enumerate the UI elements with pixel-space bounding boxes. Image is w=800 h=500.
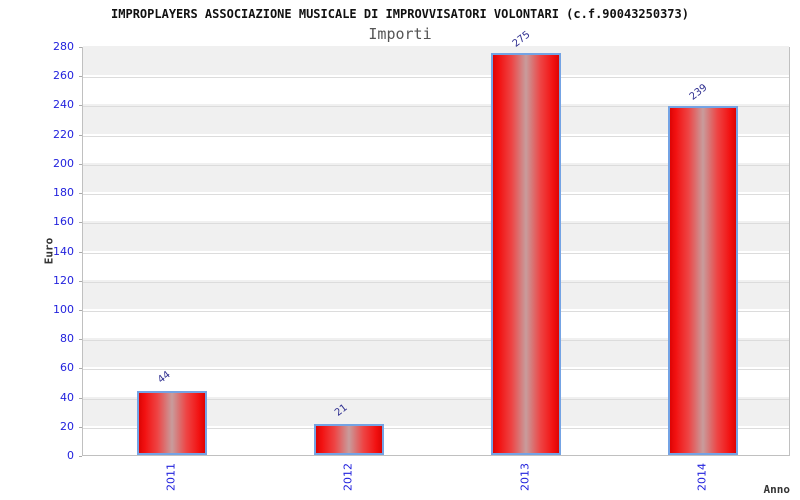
y-tick-label: 180	[53, 186, 74, 200]
y-tick-label: 120	[53, 273, 74, 287]
gridline	[83, 135, 789, 137]
y-tick-mark	[79, 134, 82, 136]
y-tick-label: 240	[53, 98, 74, 112]
x-tick-label: 2011	[164, 463, 177, 491]
bar	[313, 424, 384, 455]
grid-band	[83, 75, 789, 104]
bar	[136, 390, 207, 455]
chart-subtitle: Importi	[368, 25, 432, 43]
chart-title: IMPROPLAYERS ASSOCIAZIONE MUSICALE DI IM…	[111, 7, 689, 21]
y-tick-label: 80	[60, 332, 74, 346]
y-tick-mark	[79, 339, 82, 341]
x-tick-label: 2012	[341, 463, 354, 491]
y-tick-label: 280	[53, 40, 74, 53]
y-tick-label: 40	[60, 390, 74, 404]
y-tick-label: 220	[53, 127, 74, 141]
gridline	[83, 398, 789, 400]
y-tick-mark	[79, 105, 82, 107]
y-tick-mark	[79, 368, 82, 370]
y-tick-mark	[79, 397, 82, 399]
x-tick-label: 2013	[518, 463, 531, 491]
y-tick-label: 160	[53, 215, 74, 229]
gridline	[83, 340, 789, 342]
gridline	[83, 164, 789, 166]
gridline	[83, 427, 789, 429]
gridline	[83, 310, 789, 312]
gridline	[83, 281, 789, 283]
y-tick-label: 60	[60, 361, 74, 375]
y-tick-label: 140	[53, 244, 74, 258]
y-tick-mark	[79, 251, 82, 253]
y-tick-mark	[79, 309, 82, 311]
y-tick-label: 200	[53, 156, 74, 170]
gridline	[83, 252, 789, 254]
gridline	[83, 106, 789, 108]
bar	[490, 53, 561, 455]
x-tick-label: 2014	[695, 463, 708, 491]
gridline	[83, 77, 789, 79]
y-tick-mark	[79, 456, 82, 457]
y-tick-mark	[79, 426, 82, 428]
y-tick-mark	[79, 193, 82, 195]
gridline	[83, 223, 789, 225]
x-axis-title: Anno	[763, 483, 791, 496]
y-tick-mark	[79, 222, 82, 224]
y-tick-mark	[79, 76, 82, 78]
y-tick-label: 100	[53, 302, 74, 316]
y-tick-mark	[79, 280, 82, 282]
grid-band	[83, 46, 789, 76]
bar	[667, 105, 738, 455]
y-tick-label: 260	[53, 69, 74, 83]
gridline	[83, 194, 789, 196]
y-tick-label: 20	[60, 419, 74, 433]
plot-area	[82, 46, 790, 456]
gridline	[83, 369, 789, 371]
y-tick-mark	[79, 47, 82, 48]
y-tick-mark	[79, 163, 82, 165]
y-tick-label: 0	[67, 449, 74, 462]
